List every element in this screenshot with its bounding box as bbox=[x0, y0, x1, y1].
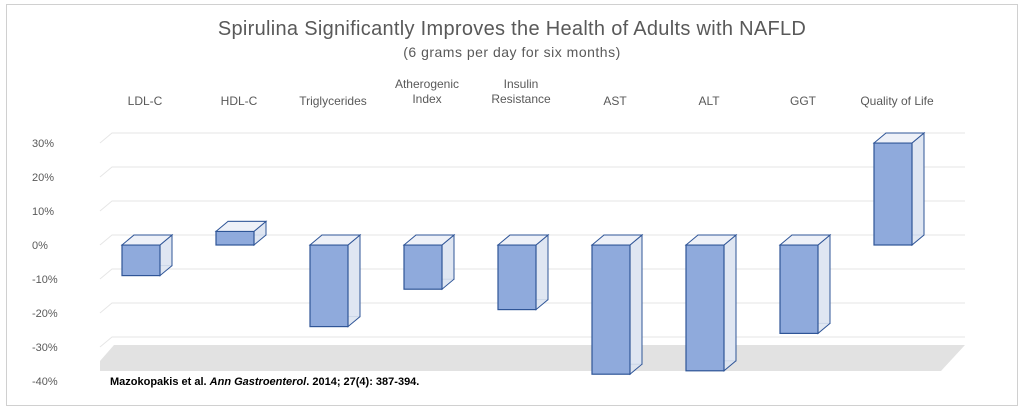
gridline bbox=[99, 268, 965, 280]
bar-front-face bbox=[591, 244, 631, 375]
bar bbox=[778, 233, 832, 335]
category-label: LDL-C bbox=[128, 94, 163, 108]
gridline bbox=[99, 302, 965, 314]
bar-side-face bbox=[817, 233, 831, 335]
bar-top-face bbox=[402, 234, 456, 246]
category-label: Quality of Life bbox=[860, 94, 934, 108]
citation-journal: Ann Gastroenterol bbox=[209, 376, 307, 388]
gridline bbox=[99, 132, 965, 144]
y-tick-label: -40% bbox=[32, 376, 58, 388]
y-tick-label: 0% bbox=[32, 240, 48, 252]
y-tick-label: 30% bbox=[32, 138, 54, 150]
chart-frame bbox=[6, 4, 1018, 406]
category-labels: LDL-C HDL-C Triglycerides Atherogenic Index I… bbox=[128, 77, 934, 108]
bar-front-face bbox=[873, 142, 913, 246]
bar bbox=[308, 233, 362, 328]
category-label: AST bbox=[603, 94, 627, 108]
chart-title: Spirulina Significantly Improves the Hea… bbox=[217, 18, 807, 40]
category-label: Atherogenic Index bbox=[395, 77, 459, 106]
bar-top-face bbox=[496, 234, 550, 246]
bar-layer bbox=[120, 131, 926, 376]
y-tick-label: -10% bbox=[32, 274, 58, 286]
bar-top-face bbox=[872, 132, 926, 144]
bar bbox=[402, 233, 456, 291]
bar-top-face bbox=[778, 234, 832, 246]
bar-front-face bbox=[121, 244, 161, 277]
category-label: ALT bbox=[698, 94, 720, 108]
gridline bbox=[99, 234, 965, 246]
category-label: Triglycerides bbox=[299, 94, 367, 108]
bar-side-face bbox=[347, 233, 361, 328]
bar-front-face bbox=[215, 230, 255, 246]
bar-top-face bbox=[214, 220, 268, 232]
chart-subtitle: (6 grams per day for six months) bbox=[403, 44, 621, 60]
gridline bbox=[99, 200, 965, 212]
bar-front-face bbox=[309, 244, 349, 328]
citation-authors: Mazokopakis et al. bbox=[110, 376, 207, 388]
bar-side-face bbox=[723, 233, 737, 372]
y-tick-label: -30% bbox=[32, 342, 58, 354]
citation-text: Mazokopakis et al. Ann Gastroenterol. 20… bbox=[110, 376, 419, 388]
bar-top-face bbox=[120, 234, 174, 246]
citation-details: . 2014; 27(4): 387-394. bbox=[306, 376, 420, 388]
y-axis-ticks: 30% 20% 10% 0% -10% -20% -30% -40% bbox=[32, 138, 58, 388]
bar bbox=[496, 233, 550, 311]
category-label: GGT bbox=[790, 94, 817, 108]
bar-front-face bbox=[779, 244, 819, 335]
bar bbox=[214, 220, 268, 247]
y-tick-label: 10% bbox=[32, 206, 54, 218]
y-tick-label: -20% bbox=[32, 308, 58, 320]
bar-side-face bbox=[535, 233, 549, 311]
gridline-layer bbox=[99, 132, 965, 348]
bar-front-face bbox=[685, 244, 725, 372]
bar bbox=[590, 233, 644, 376]
bar-side-face bbox=[629, 233, 643, 376]
bar bbox=[684, 233, 738, 372]
gridline bbox=[99, 166, 965, 178]
bar bbox=[872, 131, 926, 247]
bar-top-face bbox=[684, 234, 738, 246]
bar-front-face bbox=[497, 244, 537, 311]
gridline bbox=[99, 336, 965, 348]
bar-top-face bbox=[308, 234, 362, 246]
category-label: Insulin Resistance bbox=[491, 77, 551, 106]
y-tick-label: 20% bbox=[32, 172, 54, 184]
bar-side-face bbox=[911, 131, 925, 247]
category-label: HDL-C bbox=[221, 94, 258, 108]
chart-floor bbox=[100, 345, 965, 371]
chart-floor-layer bbox=[100, 345, 965, 371]
bar-top-face bbox=[590, 234, 644, 246]
bar-front-face bbox=[403, 244, 443, 290]
bar bbox=[120, 233, 174, 277]
